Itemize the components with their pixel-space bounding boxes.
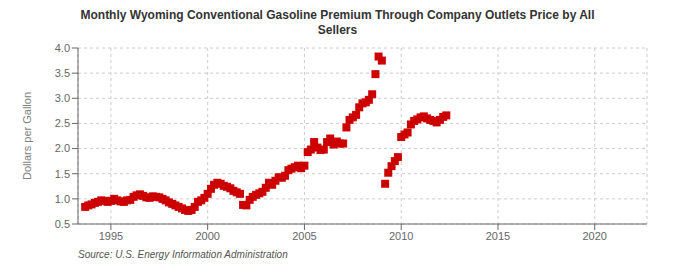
svg-text:2.0: 2.0	[55, 142, 70, 154]
svg-text:3.0: 3.0	[55, 92, 70, 104]
svg-text:2010: 2010	[389, 230, 413, 242]
svg-text:2020: 2020	[583, 230, 607, 242]
svg-text:0.5: 0.5	[55, 218, 70, 230]
svg-text:Dollars per Gallon: Dollars per Gallon	[21, 92, 33, 180]
svg-text:1.5: 1.5	[55, 168, 70, 180]
svg-text:2015: 2015	[486, 230, 510, 242]
html-text:Source: U.S. Energy Informatio: Source: U.S. Energy Information Administ…	[78, 249, 288, 260]
svg-text:3.5: 3.5	[55, 67, 70, 79]
svg-text:1995: 1995	[99, 230, 123, 242]
html-text:Monthly Wyoming Conventional G: Monthly Wyoming Conventional Gasoline Pr…	[80, 8, 595, 22]
svg-text:2005: 2005	[292, 230, 316, 242]
svg-text:4.0: 4.0	[55, 42, 70, 54]
svg-text:2000: 2000	[195, 230, 219, 242]
svg-text:2.5: 2.5	[55, 117, 70, 129]
html-text:Sellers: Sellers	[317, 23, 358, 37]
svg-text:1.0: 1.0	[55, 193, 70, 205]
